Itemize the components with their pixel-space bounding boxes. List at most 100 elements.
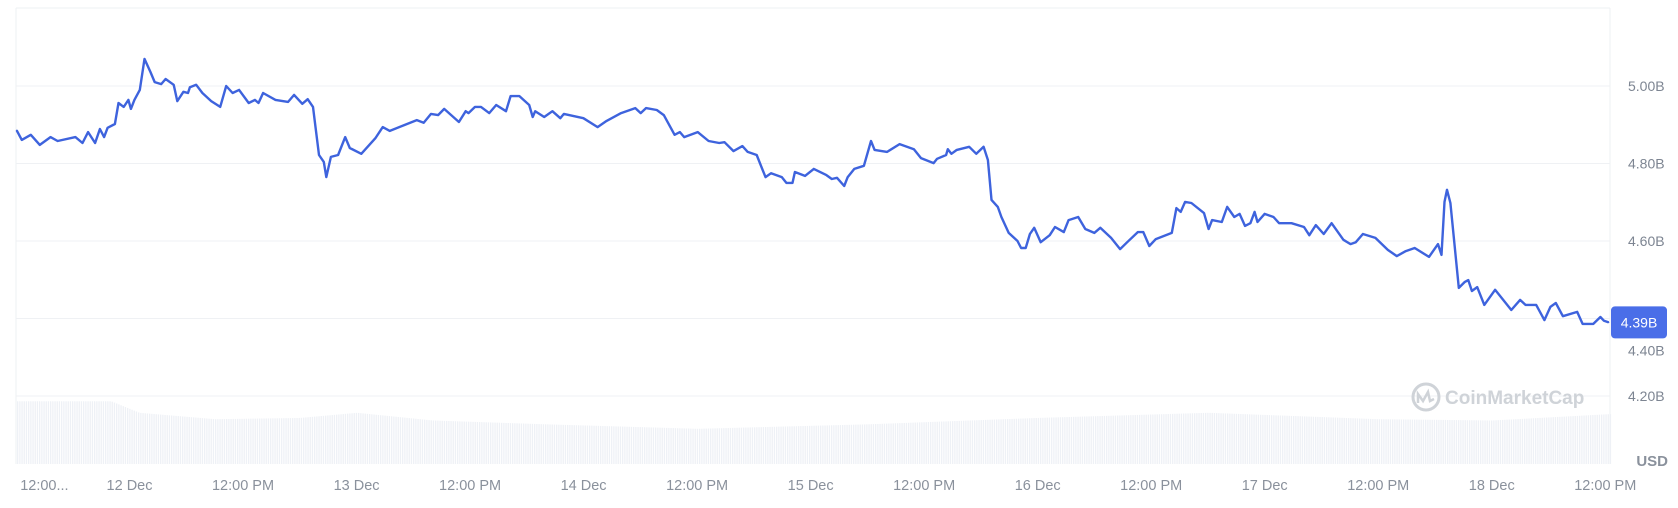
volume-bar [144, 413, 146, 464]
volume-bar [1297, 416, 1299, 464]
volume-bar [947, 421, 949, 464]
data-point [606, 120, 608, 122]
volume-bar [195, 417, 197, 464]
volume-bar [558, 424, 560, 464]
data-point [563, 113, 565, 115]
volume-bar [974, 420, 976, 464]
data-point [1067, 219, 1070, 221]
volume-bar [1145, 414, 1147, 464]
volume-bar [1220, 413, 1222, 464]
volume-bars [17, 401, 1612, 464]
volume-bar [828, 425, 831, 464]
volume-bar [285, 418, 287, 464]
volume-bar [1405, 419, 1407, 464]
volume-bar [1141, 414, 1143, 464]
volume-bar [1216, 413, 1218, 464]
volume-bar [1484, 420, 1486, 464]
volume-bar [140, 412, 142, 464]
x-tick-label: 12:00... [20, 478, 68, 494]
volume-bar [1070, 416, 1073, 464]
data-point [117, 102, 120, 104]
volume-bar [677, 428, 679, 464]
volume-bar [1581, 415, 1583, 464]
volume-bar [465, 421, 468, 464]
volume-bar [316, 416, 318, 464]
volume-bar [496, 422, 498, 464]
data-point [94, 142, 96, 144]
volume-bar [373, 414, 375, 464]
data-point [318, 154, 320, 156]
volume-bar [1117, 415, 1119, 464]
currency-label: USD [1636, 453, 1668, 470]
volume-bar [1015, 418, 1018, 464]
volume-bar [1207, 412, 1209, 464]
volume-bar [784, 426, 787, 464]
volume-bar [204, 418, 206, 464]
volume-bar [712, 428, 714, 464]
volume-bar [1535, 418, 1537, 464]
volume-bar [331, 415, 333, 464]
data-point [1349, 243, 1352, 245]
data-point [794, 171, 796, 173]
volume-bar [1409, 419, 1411, 464]
volume-bar [1598, 414, 1601, 464]
x-tick-label: 12:00 PM [212, 478, 274, 494]
volume-bar [311, 416, 314, 464]
volume-bar [151, 413, 153, 464]
data-point [189, 86, 191, 88]
data-point [987, 159, 989, 161]
volume-bar [729, 427, 732, 464]
data-point [238, 89, 240, 91]
volume-bar [578, 425, 580, 464]
volume-bar [531, 423, 534, 464]
volume-bar [1013, 418, 1015, 464]
volume-bar [91, 401, 94, 464]
volume-bar [514, 423, 516, 464]
volume-bar [292, 418, 294, 464]
x-axis: 12:00... 12 Dec 12:00 PM 13 Dec 12:00 PM 14 D… [20, 478, 1636, 494]
volume-bar [344, 413, 347, 464]
volume-bar [1200, 413, 1202, 464]
volume-bar [540, 424, 542, 464]
volume-bar [1035, 417, 1037, 464]
volume-bar [1528, 418, 1530, 464]
volume-bar [1031, 418, 1033, 464]
data-point [16, 129, 18, 131]
volume-bar [894, 423, 897, 464]
data-point [1323, 233, 1325, 235]
volume-bar [710, 428, 712, 464]
volume-bar [296, 417, 298, 464]
data-point [225, 85, 227, 87]
volume-bar [179, 416, 182, 464]
volume-bar [1282, 415, 1284, 464]
volume-bar [1242, 414, 1244, 464]
volume-bar [1451, 420, 1453, 464]
volume-bar [815, 425, 817, 464]
volume-bar [1607, 414, 1609, 464]
volume-bar [386, 415, 388, 464]
volume-bar [745, 427, 747, 464]
volume-bar [252, 418, 254, 464]
volume-bar [1165, 414, 1167, 464]
volume-bar [417, 418, 419, 464]
volume-bar [1469, 420, 1471, 464]
watermark-text: CoinMarketCap [1445, 388, 1584, 409]
volume-bar [226, 419, 228, 464]
volume-bar [668, 427, 670, 464]
data-point [718, 142, 720, 144]
volume-bar [696, 428, 699, 464]
volume-bar [1295, 416, 1297, 464]
data-point [87, 131, 89, 133]
data-point [1458, 287, 1460, 289]
data-point [375, 137, 377, 139]
volume-bar [1429, 419, 1431, 464]
x-tick-label: 12 Dec [107, 478, 153, 494]
volume-bar [936, 421, 938, 464]
data-point [458, 121, 460, 123]
volume-bar [1462, 420, 1464, 464]
volume-bar [503, 422, 505, 464]
data-point [143, 58, 146, 60]
volume-bar [1119, 415, 1121, 464]
data-point [173, 84, 175, 86]
